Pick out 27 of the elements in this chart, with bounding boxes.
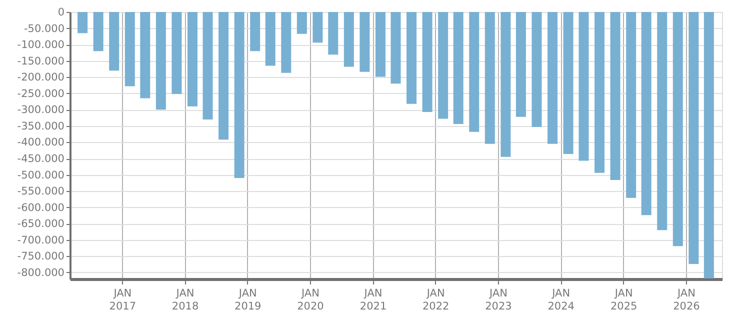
y-tick-label: -400.000 [17, 136, 64, 149]
y-tick-label: -550.000 [17, 186, 64, 198]
x-tick-label: JAN 2017 [109, 288, 136, 312]
y-tick-label: -800.000 [17, 266, 64, 279]
x-tick-label: JAN 2019 [234, 288, 262, 312]
y-tick-label: -600.000 [17, 202, 64, 214]
y-tick-label: -150.000 [17, 55, 64, 68]
y-tick-label: -650.000 [17, 218, 64, 230]
y-tick-label: -250.000 [17, 88, 64, 100]
x-tick-label: JAN 2020 [297, 288, 324, 312]
y-tick-label: -300.000 [17, 104, 64, 116]
y-tick-label: -450.000 [17, 153, 64, 166]
x-tick-label: JAN 2018 [172, 288, 199, 312]
x-tick-label: JAN 2021 [360, 288, 387, 312]
y-tick-label: -50.000 [24, 22, 64, 35]
x-tick-label: JAN 2025 [610, 288, 638, 312]
x-tick-label: JAN 2023 [485, 288, 512, 312]
y-tick-label: -100.000 [17, 39, 64, 52]
y-tick-label: -700.000 [17, 234, 64, 246]
x-tick-label: JAN 2024 [548, 288, 575, 312]
y-tick-label: 0 [58, 6, 64, 18]
y-tick-label: -350.000 [17, 120, 64, 132]
y-tick-label: -500.000 [17, 169, 64, 182]
x-tick-label: JAN 2022 [422, 288, 450, 312]
x-tick-label: JAN 2026 [673, 288, 700, 312]
y-tick-label: -200.000 [17, 72, 64, 84]
y-tick-label: -750.000 [17, 250, 64, 263]
